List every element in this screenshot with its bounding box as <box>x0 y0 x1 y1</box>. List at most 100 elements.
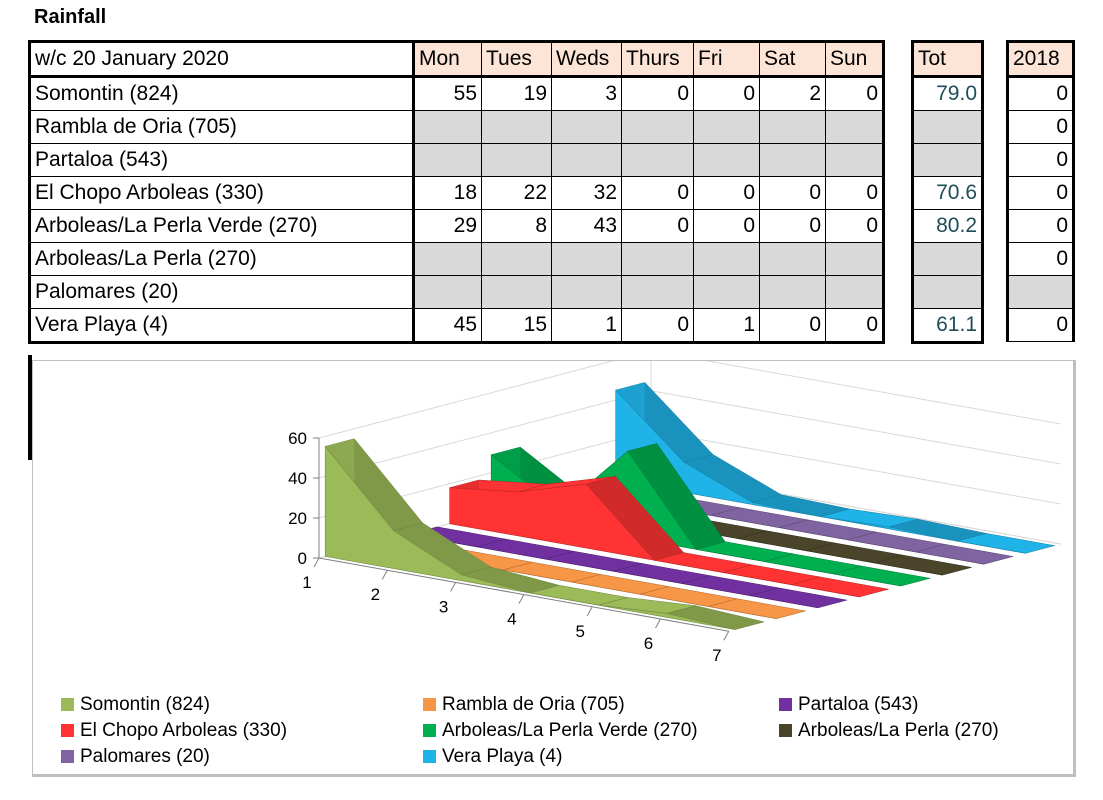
tot-row: 79.0 <box>912 76 983 111</box>
prev-cell: 0 <box>1007 242 1074 276</box>
legend-swatch <box>779 698 792 712</box>
legend-item: Vera Playa (4) <box>423 746 562 768</box>
rain-cell: 0 <box>825 176 884 210</box>
rain-cell <box>825 143 884 177</box>
prev-cell: 0 <box>1007 143 1074 177</box>
legend-item: Somontin (824) <box>61 694 210 716</box>
x-tick-mark <box>450 582 457 592</box>
x-tick-mark <box>723 630 730 641</box>
tot-cell <box>912 143 983 177</box>
tot-row: 80.2 <box>912 209 983 243</box>
rain-cell: 1 <box>551 308 622 343</box>
rain-cell: 22 <box>481 176 552 210</box>
prev-cell: 0 <box>1007 76 1074 111</box>
rain-cell: 3 <box>551 76 622 111</box>
previous-year-table: 2018 0 0 0 0 0 0 0 <box>1006 40 1075 342</box>
legend-label: Palomares (20) <box>80 746 210 767</box>
day-header: Sat <box>759 41 826 78</box>
rain-cell: 0 <box>621 209 694 243</box>
table-header-row: w/c 20 January 2020 Mon Tues Weds Thurs Fri Sa… <box>29 41 884 78</box>
tot-cell: 61.1 <box>912 308 983 343</box>
rain-cell: 0 <box>693 209 760 243</box>
tot-row <box>912 242 983 276</box>
rain-cell: 19 <box>481 76 552 111</box>
rain-cell <box>481 275 552 309</box>
legend-swatch <box>61 724 74 738</box>
table-row: Arboleas/La Perla Verde (270) 29 8 43 0 0 0 0 <box>29 209 884 243</box>
rain-cell <box>621 143 694 177</box>
series-area <box>324 445 736 630</box>
rain-cell: 0 <box>621 308 694 343</box>
prev-cell <box>1007 275 1074 309</box>
rain-cell <box>413 110 482 144</box>
tot-cell: 80.2 <box>912 209 983 243</box>
rain-cell <box>759 143 826 177</box>
table-row: Partaloa (543) <box>29 143 884 177</box>
tot-row <box>912 143 983 177</box>
prev-row: 0 <box>1007 143 1074 177</box>
legend-label: Somontin (824) <box>80 694 210 715</box>
rainfall-table: w/c 20 January 2020 Mon Tues Weds Thurs Fri Sa… <box>28 40 885 344</box>
legend-swatch <box>423 750 436 764</box>
day-header: Weds <box>551 41 622 78</box>
day-header: Fri <box>693 41 760 78</box>
legend-swatch <box>779 724 792 738</box>
rain-cell: 0 <box>825 308 884 343</box>
rain-cell <box>621 275 694 309</box>
table-row: Palomares (20) <box>29 275 884 309</box>
table-border-bar <box>28 355 32 460</box>
station-name: Arboleas/La Perla (270) <box>29 242 415 276</box>
rain-cell: 0 <box>693 76 760 111</box>
station-name: Arboleas/La Perla Verde (270) <box>29 209 415 243</box>
series-area <box>615 389 1026 554</box>
y-tick-label: 0 <box>298 549 307 568</box>
rain-cell <box>413 275 482 309</box>
rain-cell <box>551 143 622 177</box>
station-name: Somontin (824) <box>29 76 415 111</box>
legend-item: El Chopo Arboleas (330) <box>61 720 287 742</box>
rain-cell <box>693 275 760 309</box>
page-title: Rainfall <box>34 6 107 28</box>
tot-cell <box>912 275 983 309</box>
legend-label: Partaloa (543) <box>798 694 919 715</box>
rain-cell <box>413 242 482 276</box>
prev-cell: 0 <box>1007 209 1074 243</box>
rain-cell: 0 <box>759 308 826 343</box>
legend-swatch <box>423 698 436 712</box>
rain-cell <box>759 110 826 144</box>
chart-area: 0 20 40 60 1 2 3 4 5 6 7 Somontin (824) Rambla de O… <box>32 360 1076 777</box>
station-name: El Chopo Arboleas (330) <box>29 176 415 210</box>
station-name: Palomares (20) <box>29 275 415 309</box>
rain-cell <box>825 275 884 309</box>
prev-row: 0 <box>1007 242 1074 276</box>
rain-cell: 0 <box>759 209 826 243</box>
rain-cell <box>481 143 552 177</box>
tot-header-row: Tot <box>912 41 983 78</box>
rain-cell: 0 <box>693 176 760 210</box>
legend-item: Rambla de Oria (705) <box>423 694 625 716</box>
rain-cell: 0 <box>825 76 884 111</box>
day-header: Thurs <box>621 41 694 78</box>
rain-cell <box>759 275 826 309</box>
rain-cell <box>551 110 622 144</box>
rain-cell <box>693 242 760 276</box>
tot-cell <box>912 110 983 144</box>
rain-cell <box>481 110 552 144</box>
rain-cell <box>759 242 826 276</box>
rain-cell: 0 <box>621 176 694 210</box>
x-tick-mark <box>655 618 661 629</box>
rain-cell: 15 <box>481 308 552 343</box>
x-tick-label: 7 <box>712 646 721 665</box>
rain-cell: 0 <box>621 76 694 111</box>
legend-label: Arboleas/La Perla (270) <box>798 720 999 741</box>
prev-cell: 0 <box>1007 110 1074 144</box>
prev-header: 2018 <box>1007 41 1074 78</box>
rainfall-3d-chart: 0 20 40 60 1 2 3 4 5 6 7 <box>288 361 1061 665</box>
legend-item: Arboleas/La Perla Verde (270) <box>423 720 698 742</box>
gridline <box>318 361 1061 439</box>
station-name: Vera Playa (4) <box>29 308 415 343</box>
y-tick-label: 40 <box>288 469 307 488</box>
rain-cell: 18 <box>413 176 482 210</box>
table-row: El Chopo Arboleas (330) 18 22 32 0 0 0 0 <box>29 176 884 210</box>
y-tick-label: 60 <box>288 429 307 448</box>
